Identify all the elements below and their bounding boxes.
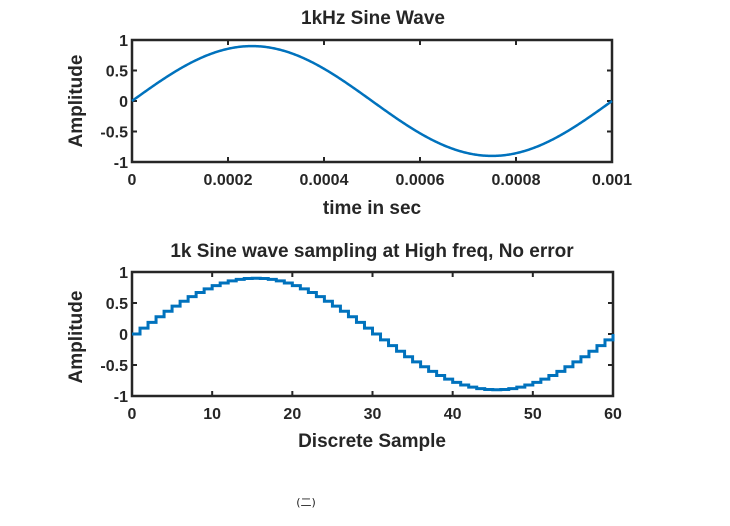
plot2-ylabel: Amplitude bbox=[66, 291, 87, 384]
plot1-ticks bbox=[131, 39, 613, 163]
plot1-ytick-label: 1 bbox=[119, 33, 128, 50]
plot1-ytick-label: -0.5 bbox=[100, 125, 128, 142]
plot1-xtick-label: 0.0004 bbox=[300, 172, 349, 189]
plot-sampled-sine: 1k Sine wave sampling at High freq, No e… bbox=[66, 241, 622, 452]
figure-caption: (二) bbox=[296, 496, 316, 509]
plot2-xtick-label: 10 bbox=[203, 406, 221, 423]
plot1-ytick-label: 0.5 bbox=[106, 64, 128, 81]
plot2-step-line bbox=[132, 276, 615, 392]
plot1-sine-line bbox=[131, 44, 613, 158]
plot1-ytick-label: -1 bbox=[114, 155, 128, 172]
plot2-xtick-label: 60 bbox=[604, 406, 622, 423]
plot1-xtick-label: 0 bbox=[128, 172, 137, 189]
plot2-xtick-label: 0 bbox=[128, 406, 137, 423]
plot2-ytick-label: 1 bbox=[119, 265, 128, 282]
plot1-ylabel: Amplitude bbox=[66, 55, 87, 148]
plot2-ytick-label: 0.5 bbox=[106, 296, 128, 313]
plot1-xtick-label: 0.0008 bbox=[492, 172, 541, 189]
plot1-ytick-label: 0 bbox=[119, 94, 128, 111]
plot2-ytick-label: -1 bbox=[114, 389, 128, 406]
plot2-xtick-label: 20 bbox=[283, 406, 301, 423]
plot1-y-tick-labels: 1 0.5 0 -0.5 -1 bbox=[100, 33, 128, 172]
plot2-ytick-label: 0 bbox=[119, 327, 128, 344]
plot2-y-tick-labels: 1 0.5 0 -0.5 -1 bbox=[100, 265, 128, 406]
plot2-xtick-label: 40 bbox=[444, 406, 462, 423]
plot1-xlabel: time in sec bbox=[323, 198, 422, 219]
plot1-title: 1kHz Sine Wave bbox=[301, 8, 445, 29]
plot2-xlabel: Discrete Sample bbox=[298, 431, 446, 452]
plot2-x-tick-labels: 0 10 20 30 40 50 60 bbox=[128, 406, 622, 423]
plot2-xtick-label: 30 bbox=[364, 406, 382, 423]
plot1-xtick-label: 0.0006 bbox=[396, 172, 445, 189]
plot-sine-wave: 1kHz Sine Wave 1 0.5 0 -0.5 -1 0 0.0002 0.0004… bbox=[66, 8, 632, 219]
plot1-x-tick-labels: 0 0.0002 0.0004 0.0006 0.0008 0.001 bbox=[128, 172, 633, 189]
plot2-title: 1k Sine wave sampling at High freq, No e… bbox=[170, 241, 574, 262]
plot1-xtick-label: 0.0002 bbox=[204, 172, 253, 189]
plot1-xtick-label: 0.001 bbox=[592, 172, 632, 189]
plot2-xtick-label: 50 bbox=[524, 406, 542, 423]
plot2-ytick-label: -0.5 bbox=[100, 358, 128, 375]
